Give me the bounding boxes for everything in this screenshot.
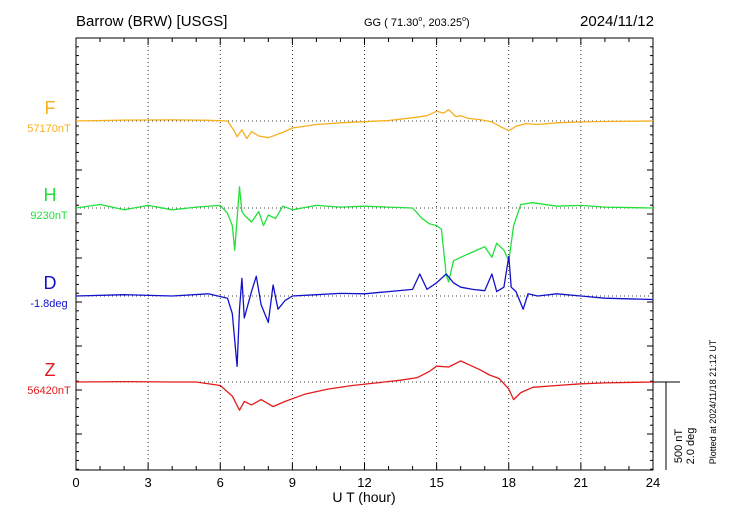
series-line-F	[75, 108, 654, 140]
x-tick-labels: 0 3 6 9 12 15 18 21 24	[72, 475, 660, 490]
scale-bar-nt: 500 nT	[673, 429, 685, 464]
series-lines	[75, 108, 654, 411]
coordinates-degree-1: o	[418, 16, 422, 23]
x-tick-label: 18	[502, 475, 516, 490]
x-tick-label: 0	[72, 475, 79, 490]
series-name-label: F	[45, 98, 56, 118]
series-name-label: Z	[45, 360, 56, 380]
series-name-label: D	[44, 273, 57, 293]
coordinates-suffix: )	[466, 17, 470, 29]
x-tick-label: 12	[357, 475, 371, 490]
series-line-H	[75, 186, 654, 283]
coordinates-mid: , 203.25	[422, 17, 462, 29]
x-tick-label: 15	[429, 475, 443, 490]
date-label: 2024/11/12	[580, 13, 654, 30]
x-tick-label: 21	[574, 475, 588, 490]
grid	[76, 38, 653, 470]
x-tick-label: 3	[145, 475, 152, 490]
series-baseline-label: 9230nT	[30, 210, 68, 222]
x-axis-label: U T (hour)	[332, 489, 395, 505]
series-line-Z	[75, 360, 654, 411]
scale-bar-deg: 2.0 deg	[685, 428, 697, 465]
coordinates-prefix: GG ( 71.30	[364, 17, 418, 29]
series-baseline-label: 56420nT	[27, 385, 71, 397]
series-labels: F 57170nT H 9230nT D -1.8deg Z 56420nT	[27, 98, 71, 397]
x-tick-label: 24	[646, 475, 660, 490]
scale-bar: 500 nT 2.0 deg	[653, 381, 697, 470]
series-baseline-label: -1.8deg	[30, 298, 67, 310]
series-name-label: H	[44, 185, 57, 205]
coordinates-degree-2: o	[462, 16, 466, 23]
axis-ticks	[75, 38, 654, 470]
x-tick-label: 9	[289, 475, 296, 490]
station-title: Barrow (BRW) [USGS]	[76, 13, 227, 30]
x-tick-label: 6	[217, 475, 224, 490]
series-baseline-label: 57170nT	[27, 123, 71, 135]
plotted-timestamp: Plotted at 2024/11/18 21:12 UT	[708, 339, 718, 464]
coordinates-label: GG ( 71.30o, 203.25o)	[364, 16, 470, 29]
series-line-D	[75, 255, 654, 368]
